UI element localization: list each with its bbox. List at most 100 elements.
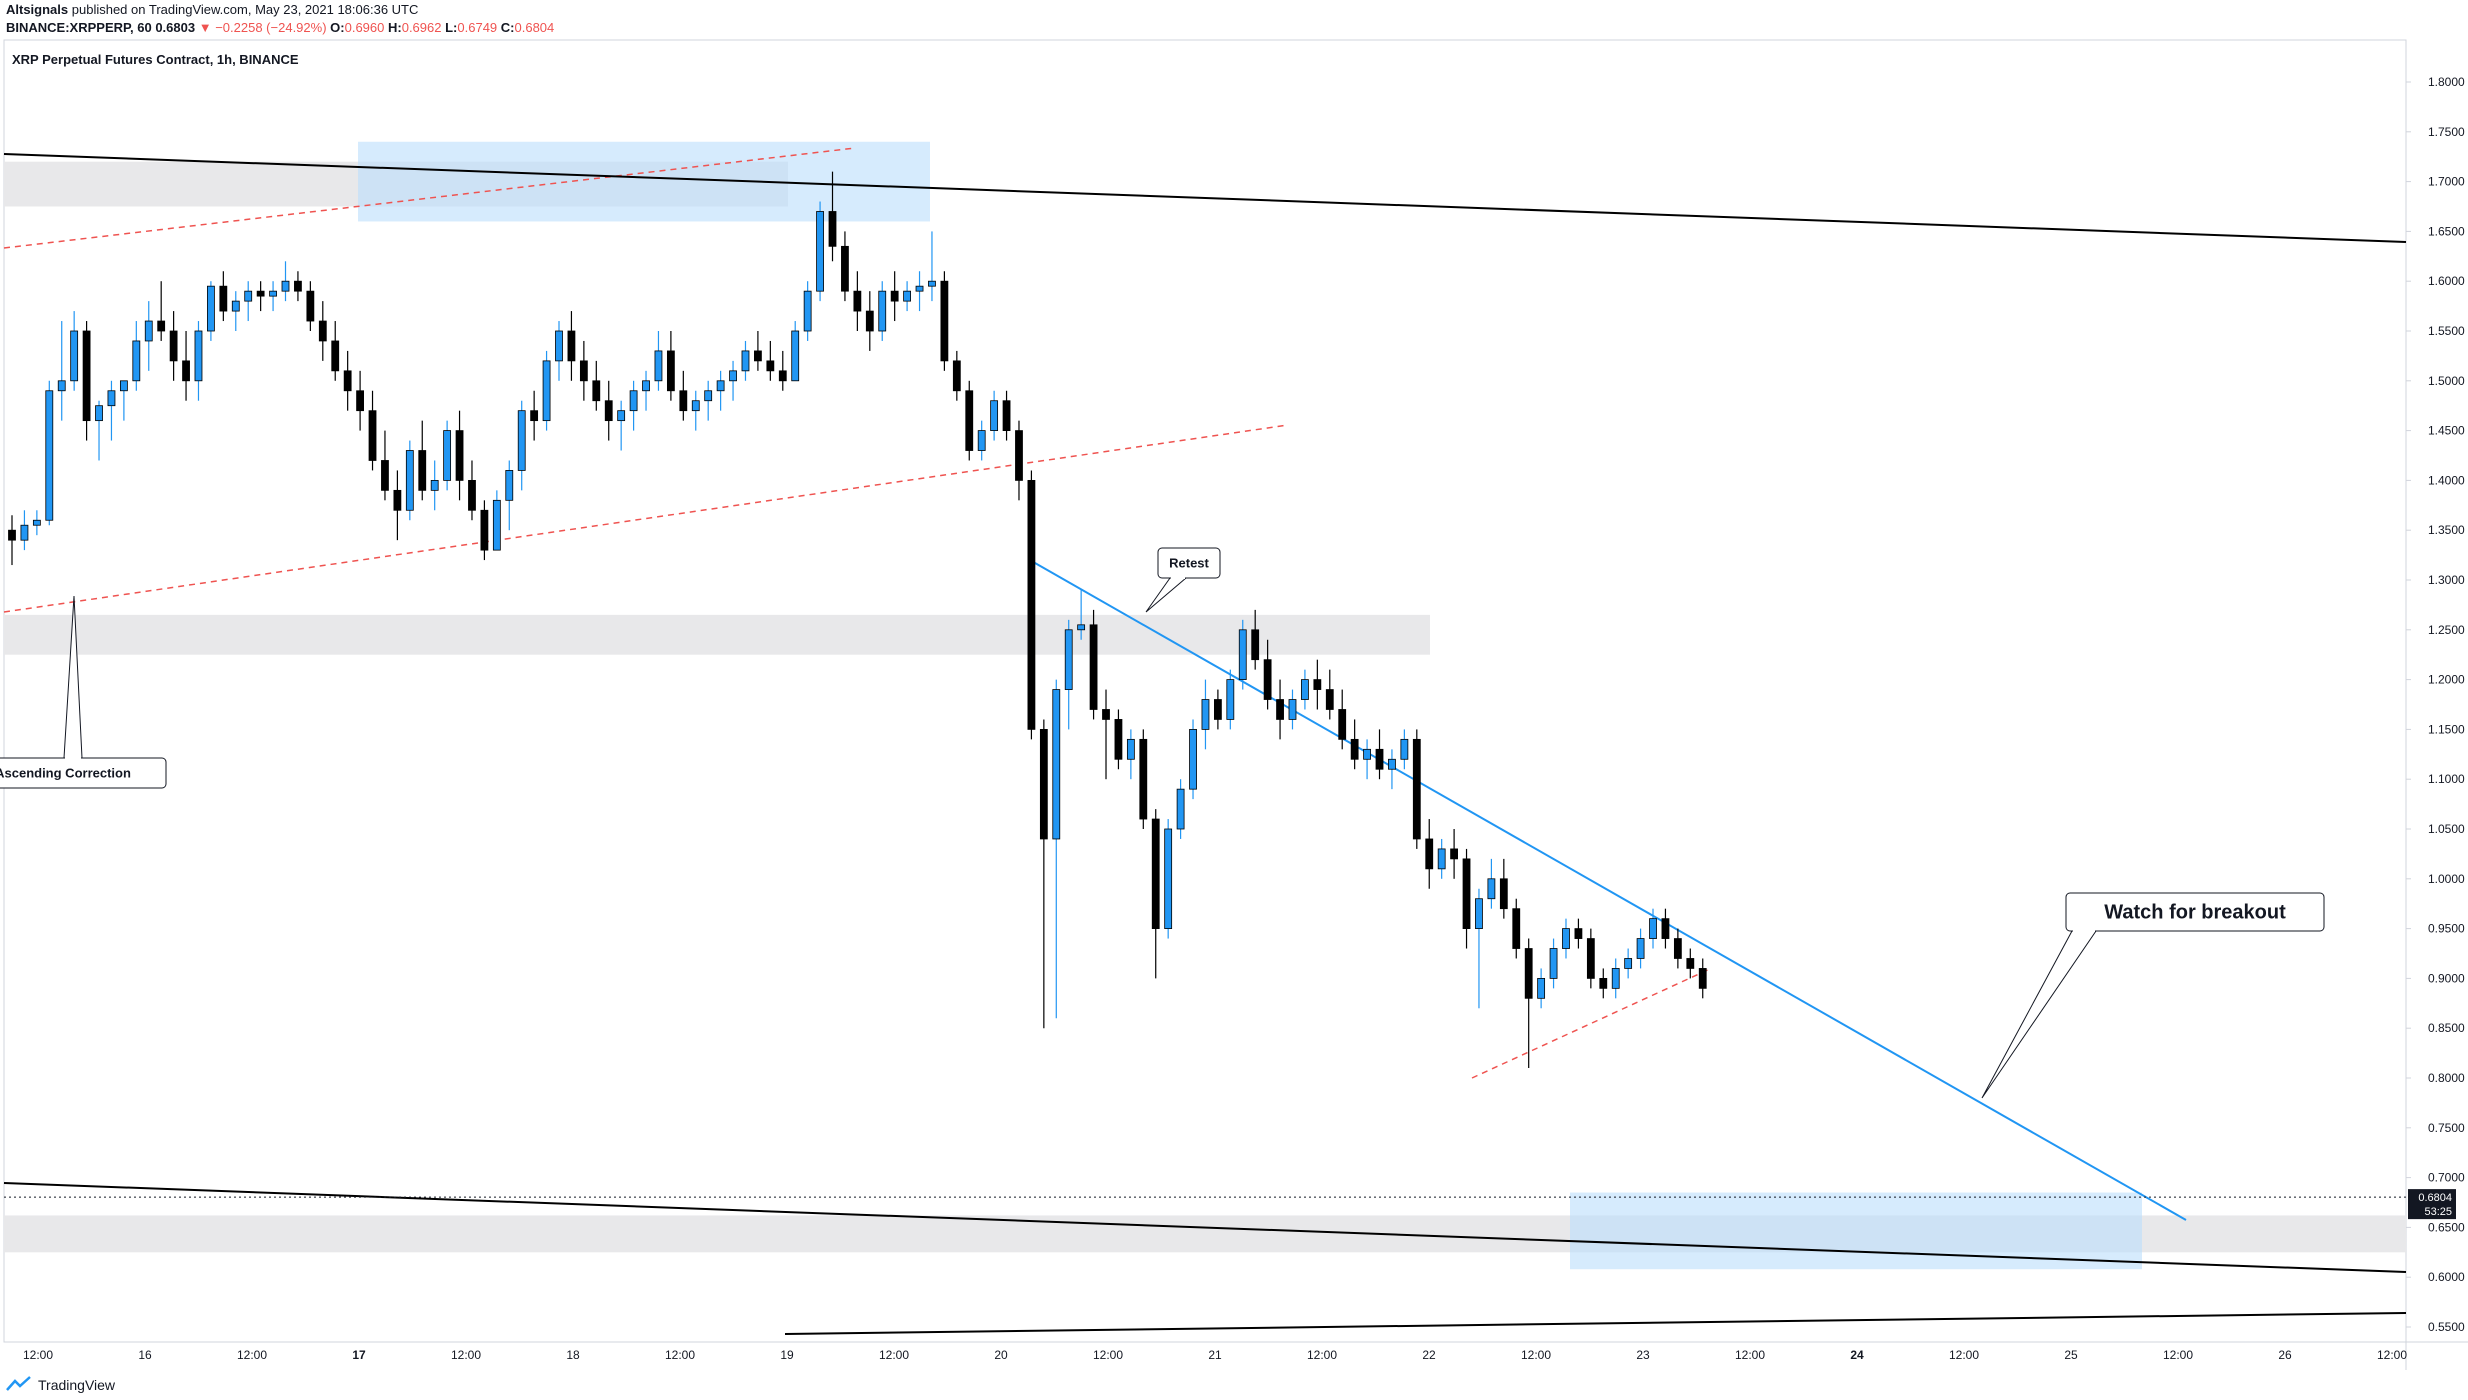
candle — [169, 311, 178, 381]
y-tick-label: 1.6000 — [2428, 274, 2465, 288]
candle — [1164, 819, 1173, 939]
candle-body — [1052, 689, 1061, 840]
y-tick-label: 1.1500 — [2428, 722, 2465, 736]
candle — [1450, 829, 1459, 879]
candle — [1176, 779, 1185, 839]
candle-body — [791, 330, 800, 382]
candle — [654, 331, 663, 391]
candle-body — [1686, 958, 1695, 969]
candle — [1425, 819, 1434, 889]
y-tick-label: 0.7500 — [2428, 1121, 2465, 1135]
candle — [1189, 719, 1197, 800]
candle — [691, 390, 700, 431]
candle-body — [579, 360, 588, 382]
x-tick-label: 12:00 — [1735, 1348, 1765, 1362]
candle-body — [492, 499, 501, 551]
candle — [940, 271, 949, 371]
candle — [343, 350, 352, 411]
candle — [704, 380, 713, 421]
candle-body — [878, 290, 887, 332]
candle-body — [853, 290, 862, 312]
candle-body — [1649, 918, 1657, 939]
candle — [1499, 858, 1508, 919]
close-label: C: — [500, 20, 515, 35]
candle — [1624, 948, 1633, 979]
y-tick-label: 0.6000 — [2428, 1270, 2465, 1284]
candle — [32, 510, 41, 536]
candle — [1301, 669, 1309, 710]
candle — [1375, 729, 1384, 780]
candle — [1686, 948, 1695, 979]
candle — [841, 231, 849, 302]
candle — [1586, 928, 1595, 989]
candle — [1114, 709, 1123, 770]
candle-body — [567, 330, 576, 362]
high-value: 0.6962 — [401, 20, 442, 35]
candle — [1276, 679, 1284, 740]
candle-body — [443, 430, 452, 481]
candle-body — [816, 211, 824, 292]
x-tick-label: 18 — [566, 1348, 580, 1362]
candle — [368, 390, 377, 471]
candle — [1574, 918, 1583, 949]
candle-body — [741, 350, 750, 372]
candle — [1649, 908, 1657, 949]
candle — [244, 281, 253, 322]
brand-label: TradingView — [38, 1377, 116, 1393]
candle-body — [1102, 709, 1110, 720]
x-tick-label: 25 — [2064, 1348, 2078, 1362]
candle — [990, 390, 999, 441]
candle-body — [8, 529, 16, 541]
candle — [405, 440, 414, 521]
candle — [1052, 679, 1061, 1019]
candle-body — [1375, 748, 1384, 770]
candle — [1238, 619, 1247, 690]
candle — [729, 360, 737, 401]
channel-upper-trendline — [3, 153, 2407, 243]
candle-body — [965, 390, 974, 451]
candle-body — [915, 285, 924, 292]
candle — [1077, 589, 1086, 640]
candle-body — [95, 405, 103, 422]
candle-body — [1586, 938, 1595, 979]
callout-box — [2065, 892, 2325, 932]
candle — [207, 281, 215, 341]
candle-body — [1089, 624, 1098, 710]
descending-trendline — [1027, 558, 2187, 1221]
candle — [194, 321, 203, 401]
candle-body — [306, 290, 315, 322]
candle-body — [393, 489, 402, 511]
y-tick-label: 0.5500 — [2428, 1320, 2465, 1334]
low-label: L: — [445, 20, 458, 35]
x-tick-label: 12:00 — [23, 1348, 53, 1362]
candle — [418, 420, 427, 501]
candle-body — [57, 380, 66, 392]
candle — [57, 321, 66, 421]
close-value: 0.6804 — [514, 20, 555, 35]
candle-body — [592, 380, 601, 402]
candle-body — [754, 350, 762, 362]
publish-line: Altsignals published on TradingView.com,… — [6, 2, 418, 18]
y-tick-label: 1.0000 — [2428, 872, 2465, 886]
candle — [1288, 689, 1297, 730]
candle — [828, 171, 837, 262]
callout-retest: Retest — [1145, 547, 1221, 613]
candle-body — [1114, 719, 1123, 760]
change-value: −0.2258 (−24.92%) — [215, 20, 327, 35]
candle-body — [1425, 838, 1434, 870]
y-tick-label: 1.7000 — [2428, 175, 2465, 189]
candle-body — [1039, 729, 1048, 840]
candle — [1599, 968, 1608, 999]
candle-body — [1636, 938, 1645, 959]
candle-body — [1400, 738, 1409, 760]
candle-body — [32, 519, 41, 526]
y-tick-label: 0.9500 — [2428, 922, 2465, 936]
candle — [965, 380, 974, 461]
symbol-line: BINANCE:XRPPERP, 60 0.6803 ▼ −0.2258 (−2… — [6, 20, 554, 36]
candle — [1039, 719, 1048, 1029]
candle — [1226, 669, 1235, 730]
footer-brand[interactable]: TradingView — [6, 1376, 115, 1394]
candle — [20, 510, 29, 551]
candle-body — [890, 290, 899, 302]
